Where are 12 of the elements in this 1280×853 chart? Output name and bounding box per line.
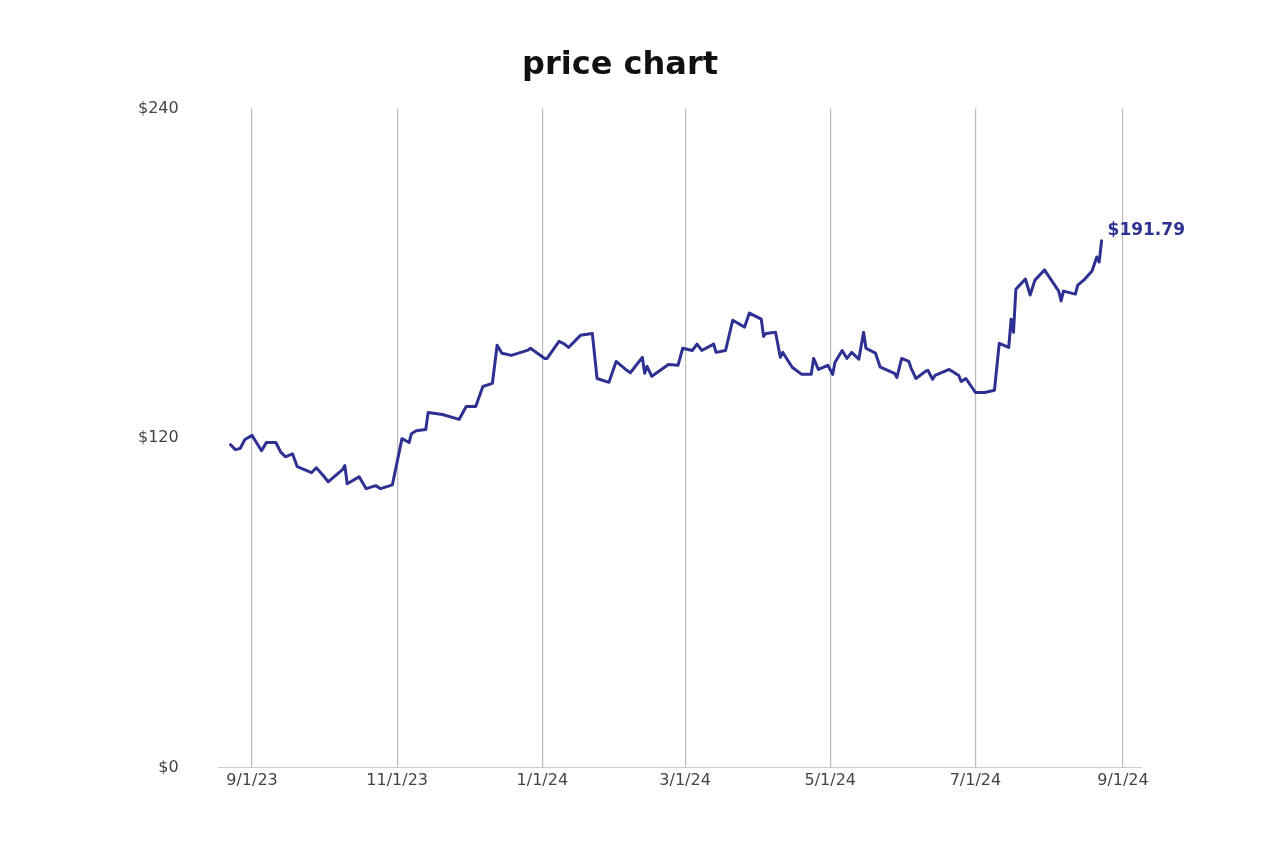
y-tick-label: $240	[138, 97, 179, 117]
x-tick-label: 11/1/23	[366, 769, 429, 789]
x-tick-label: 3/1/24	[659, 769, 711, 789]
y-tick-label: $0	[158, 756, 179, 776]
x-tick-label: 1/1/24	[516, 769, 569, 789]
chart-title: price chart	[522, 43, 718, 82]
x-tick-label: 5/1/24	[804, 769, 857, 789]
y-tick-label: $120	[138, 427, 179, 447]
x-tick-label: 9/1/24	[1097, 769, 1149, 789]
x-tick-label: 9/1/23	[226, 769, 278, 789]
x-tick-label: 7/1/24	[949, 769, 1002, 789]
annotation: $191.79	[1107, 219, 1185, 240]
